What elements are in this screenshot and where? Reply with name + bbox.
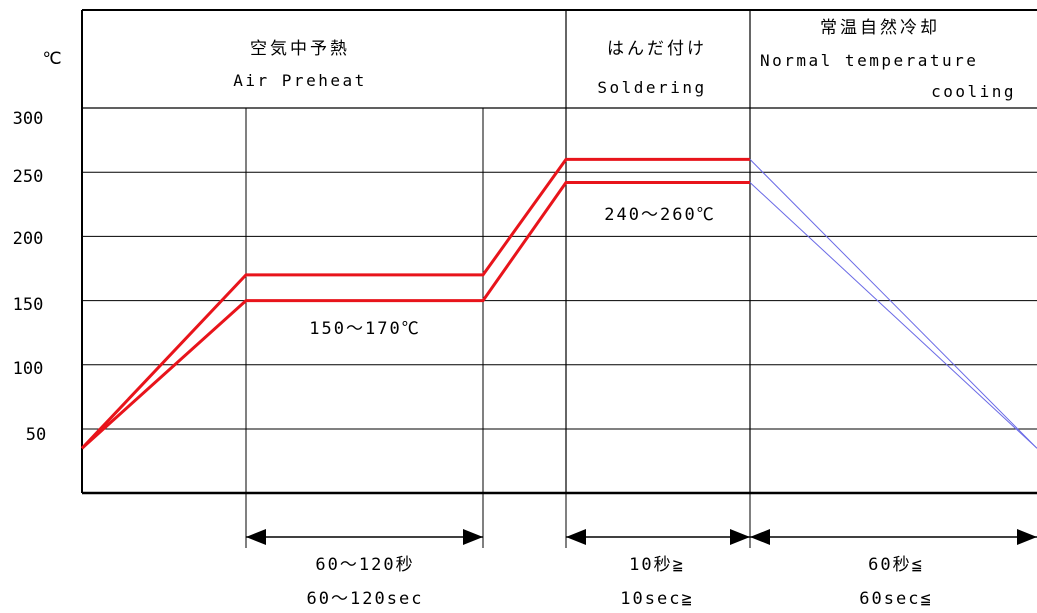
duration-preheat-ja: 60～120秒 — [315, 555, 414, 575]
duration-soldering-ja: 10秒≧ — [629, 555, 685, 575]
preheat-solder-profile-1 — [80, 157, 750, 450]
arrow-soldering-head-left — [566, 529, 586, 545]
y-tick-label: 200 — [13, 229, 44, 249]
stage-header-soldering-ja: はんだ付け — [607, 39, 707, 59]
preheat-solder-profile-2 — [80, 181, 750, 450]
duration-preheat-en: 60～120sec — [307, 589, 424, 609]
duration-cooling-en: 60sec≦ — [859, 589, 932, 609]
stage-header-preheat-en: Air Preheat — [233, 71, 366, 90]
y-tick-label: 100 — [13, 359, 44, 379]
y-axis-unit-label: ℃ — [42, 49, 61, 69]
stage-header-preheat-ja: 空気中予熱 — [250, 39, 350, 59]
duration-arrows — [246, 529, 1037, 545]
y-tick-label: 150 — [13, 295, 44, 315]
stage-header-cooling-en-line1: Normal temperature — [760, 51, 978, 70]
cooling-profile-1 — [749, 159, 1037, 449]
stage-header-cooling-en-line2: cooling — [931, 82, 1016, 101]
y-tick-label: 300 — [13, 109, 44, 129]
grid-lines — [81, 9, 1037, 548]
arrow-cooling-head-left — [750, 529, 770, 545]
duration-soldering-en: 10sec≧ — [620, 589, 693, 609]
arrow-preheat-head-left — [246, 529, 266, 545]
y-axis-ticks: 300 250 200 150 100 50 — [13, 109, 47, 445]
cooling-profile-2 — [749, 182, 1037, 449]
y-tick-label: 50 — [26, 425, 46, 445]
duration-cooling-ja: 60秒≦ — [868, 555, 924, 575]
arrow-soldering-head-right — [730, 529, 750, 545]
stage-header-cooling-ja: 常温自然冷却 — [820, 18, 940, 38]
soldering-range-label: 240～260℃ — [604, 205, 715, 225]
preheat-range-label: 150～170℃ — [309, 319, 420, 339]
arrow-preheat-head-right — [463, 529, 483, 545]
stage-header-soldering-en: Soldering — [597, 78, 706, 97]
y-tick-label: 250 — [13, 167, 44, 187]
arrow-cooling-head-right — [1017, 529, 1037, 545]
series-lines — [80, 157, 1037, 450]
